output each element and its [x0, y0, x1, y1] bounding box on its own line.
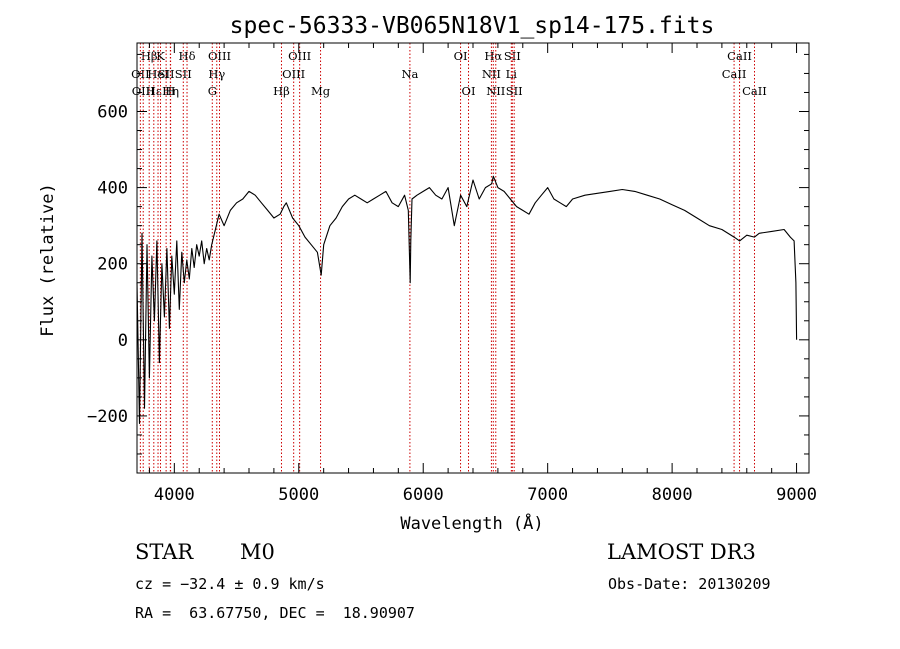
line-label: SII	[506, 84, 523, 98]
line-label: Hε	[146, 84, 162, 98]
line-label: SII	[504, 49, 521, 63]
line-label: OII	[131, 67, 150, 81]
line-label: OIII	[288, 49, 311, 63]
line-label: OI	[454, 49, 468, 63]
coords-text: RA = 63.67750, DEC = 18.90907	[135, 604, 415, 622]
obs-date-text: Obs-Date: 20130209	[608, 575, 771, 593]
x-tick-label: 7000	[527, 485, 568, 505]
line-label: G	[208, 84, 217, 98]
y-axis-label: Flux (relative)	[38, 183, 58, 337]
line-label: HeI	[147, 67, 168, 81]
axis-ticks: 4000 5000 6000 7000 8000 9000 −200 0 200 400 600	[87, 43, 817, 505]
line-label: CaII	[722, 67, 747, 81]
survey-name: LAMOST DR3	[607, 540, 756, 564]
chart-title: spec-56333-VB065N18V1_sp14-175.fits	[230, 13, 715, 39]
y-tick-label: 200	[97, 255, 128, 275]
line-label: H	[165, 84, 175, 98]
line-label: OIII	[208, 49, 231, 63]
object-subclass: M0	[240, 540, 275, 564]
x-tick-label: 8000	[652, 485, 693, 505]
object-class: STAR	[135, 540, 194, 564]
line-label: Hβ	[273, 84, 290, 98]
line-label: Hη	[162, 84, 179, 98]
line-label: Hβ	[141, 49, 158, 63]
line-label: OI	[462, 84, 476, 98]
spectrum-line	[136, 175, 798, 425]
plot-frame	[136, 42, 810, 474]
x-tick-label: 6000	[403, 485, 444, 505]
y-tick-label: 600	[97, 102, 128, 122]
line-label: NII	[486, 84, 505, 98]
line-label: Hγ	[208, 67, 225, 81]
velocity-text: cz = −32.4 ± 0.9 km/s	[135, 575, 325, 593]
y-tick-label: 400	[97, 179, 128, 199]
x-axis-label: Wavelength (Å)	[400, 512, 543, 534]
y-tick-label: −200	[87, 407, 128, 427]
line-label: CaII	[727, 49, 752, 63]
line-label: NII	[482, 67, 501, 81]
line-label: Na	[401, 67, 418, 81]
line-label: Hα	[484, 49, 502, 63]
line-label: CaII	[742, 84, 767, 98]
spectrum-layer	[136, 175, 798, 425]
line-label: OIII	[282, 67, 305, 81]
x-tick-label: 9000	[776, 485, 817, 505]
line-label: Li	[506, 67, 518, 81]
line-label: SII	[175, 67, 192, 81]
y-tick-label: 0	[118, 331, 128, 351]
x-tick-label: 5000	[278, 485, 319, 505]
line-label: Mg	[311, 84, 331, 98]
line-label: Hδ	[179, 49, 196, 63]
x-tick-label: 4000	[154, 485, 195, 505]
line-label: K	[156, 49, 165, 63]
line-label: SII	[158, 67, 175, 81]
